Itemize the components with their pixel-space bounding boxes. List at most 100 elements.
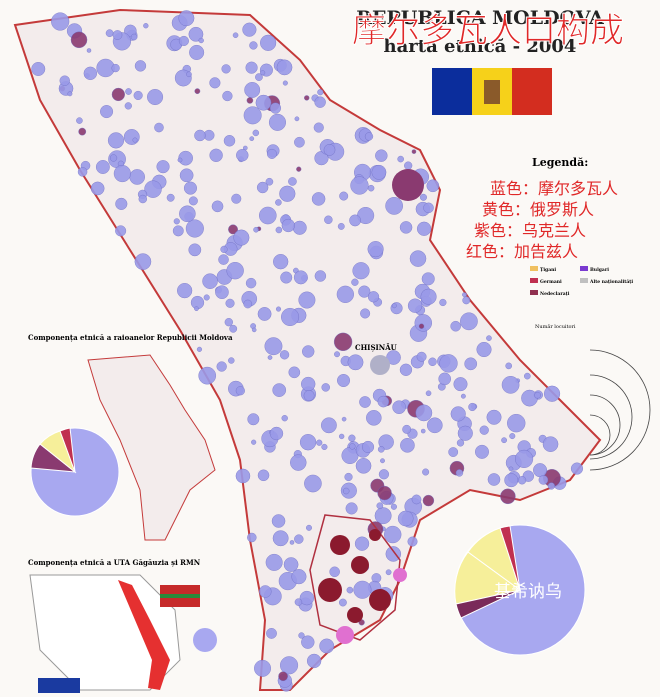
- settlement-pie: [361, 440, 375, 454]
- settlement-pie: [228, 224, 238, 235]
- settlement-pie: [399, 363, 413, 376]
- settlement-pie: [271, 514, 286, 528]
- settlement-pie: [538, 475, 549, 485]
- settlement-pie: [279, 185, 296, 202]
- settlement-pie: [425, 390, 432, 397]
- settlement-pie: [407, 536, 418, 547]
- settlement-pie: [267, 355, 273, 360]
- legend-item: Țigani: [540, 267, 556, 273]
- settlement-pie: [154, 122, 164, 133]
- settlement-pie: [132, 137, 138, 143]
- legend-note: 紫色：乌克兰人: [474, 221, 586, 240]
- settlement-pie: [123, 129, 140, 145]
- eu-flag: [38, 678, 80, 693]
- settlement-pie: [243, 106, 262, 125]
- settlement-pie: [347, 354, 364, 371]
- settlement-pie: [221, 64, 231, 74]
- settlement-pie: [283, 557, 299, 572]
- settlement-pie: [371, 164, 387, 180]
- settlement-pie: [414, 314, 432, 332]
- gagauzia-pies: [318, 529, 407, 644]
- settlement-pie: [189, 44, 205, 60]
- settlement-pie: [113, 165, 131, 183]
- settlement-pie: [324, 215, 333, 225]
- settlement-pie: [504, 473, 519, 488]
- settlement-pie: [314, 96, 326, 108]
- legend-item: Nedeclarați: [540, 291, 570, 297]
- settlement-pie: [426, 179, 440, 193]
- settlement-pie: [301, 635, 315, 649]
- settlement-pie: [235, 386, 245, 396]
- settlement-pie: [377, 395, 390, 408]
- settlement-pie: [272, 530, 289, 547]
- flag-blue: [432, 68, 472, 115]
- inset-pie: [30, 427, 120, 517]
- settlement-pie: [188, 243, 202, 257]
- settlement-pie: [501, 437, 507, 444]
- settlement-pie: [222, 90, 233, 102]
- settlement-pie: [178, 35, 189, 46]
- settlement-pie: [323, 144, 336, 156]
- settlement-pie: [468, 402, 477, 412]
- settlement-pie: [288, 366, 301, 379]
- settlement-pie: [329, 566, 340, 578]
- settlement-pie: [242, 22, 257, 37]
- settlement-pie: [385, 546, 402, 562]
- settlement-pie: [225, 298, 235, 308]
- settlement-pie: [249, 41, 258, 50]
- settlement-pie: [215, 285, 229, 299]
- settlement-pie: [411, 149, 417, 154]
- settlement-pie: [378, 469, 390, 480]
- settlement-pie: [515, 449, 534, 468]
- settlement-pie: [384, 525, 402, 544]
- settlement-pie: [226, 262, 244, 280]
- settlement-pie: [290, 454, 307, 471]
- settlement-pie: [508, 466, 514, 472]
- settlement-pie: [422, 468, 430, 476]
- settlement-pie: [281, 415, 288, 422]
- settlement-pie: [196, 346, 203, 352]
- settlement-pie: [266, 148, 277, 159]
- settlement-pie: [450, 406, 466, 422]
- settlement-pie: [380, 458, 385, 464]
- settlement-pie: [292, 220, 307, 235]
- settlement-pie: [345, 502, 358, 515]
- settlement-pie: [390, 503, 397, 510]
- settlement-pie: [419, 193, 427, 201]
- settlement-pie: [421, 272, 435, 286]
- settlement-pie: [257, 307, 272, 321]
- settlement-pie: [266, 628, 277, 639]
- settlement-pie: [186, 71, 192, 78]
- legend-item: Bulgari: [590, 267, 609, 273]
- settlement-pie: [397, 155, 404, 163]
- settlement-pie: [294, 136, 305, 148]
- inset-title: Componența etnică a UTA Găgăuzia și RMN: [28, 558, 201, 567]
- settlement-pie: [259, 206, 277, 225]
- settlement-pie: [304, 474, 322, 493]
- rmn-flag-stripe: [160, 594, 200, 598]
- settlement-pie: [457, 425, 473, 441]
- settlement-pie: [147, 88, 164, 106]
- settlement-pie: [194, 306, 199, 312]
- settlement-pie: [173, 218, 180, 225]
- settlement-pie: [455, 469, 464, 477]
- settlement-pie: [422, 494, 435, 507]
- settlement-pie: [268, 113, 286, 131]
- settlement-pie: [198, 37, 204, 44]
- settlement-pie: [109, 154, 118, 162]
- settlement-pie: [344, 472, 353, 482]
- legend-item: Alte naționalități: [589, 279, 633, 285]
- flag-emblem: [484, 80, 500, 104]
- settlement-pie: [293, 270, 308, 285]
- settlement-pie: [416, 221, 432, 236]
- settlement-pie: [252, 129, 260, 137]
- settlement-pie: [179, 168, 194, 183]
- pie: [193, 628, 217, 652]
- settlement-pie: [67, 91, 73, 97]
- settlement-pie: [521, 389, 538, 407]
- settlement-pie: [460, 312, 478, 331]
- settlement-pie: [358, 285, 371, 298]
- settlement-pie: [404, 161, 413, 170]
- settlement-pie: [486, 335, 492, 341]
- settlement-pie: [353, 580, 372, 599]
